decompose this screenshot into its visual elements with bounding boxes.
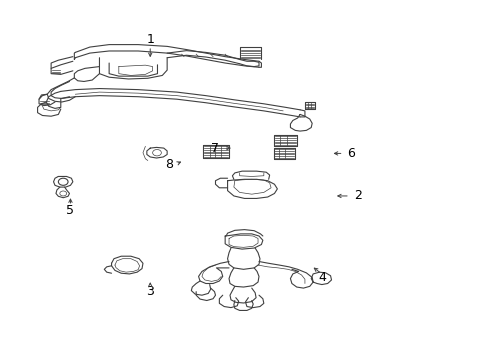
- Text: 8: 8: [165, 158, 173, 171]
- Text: 1: 1: [146, 33, 154, 46]
- Text: 4: 4: [317, 271, 325, 284]
- Text: 2: 2: [353, 189, 361, 202]
- Text: 3: 3: [146, 285, 154, 298]
- Text: 5: 5: [66, 204, 74, 217]
- Text: 6: 6: [346, 147, 354, 160]
- Text: 7: 7: [211, 141, 219, 154]
